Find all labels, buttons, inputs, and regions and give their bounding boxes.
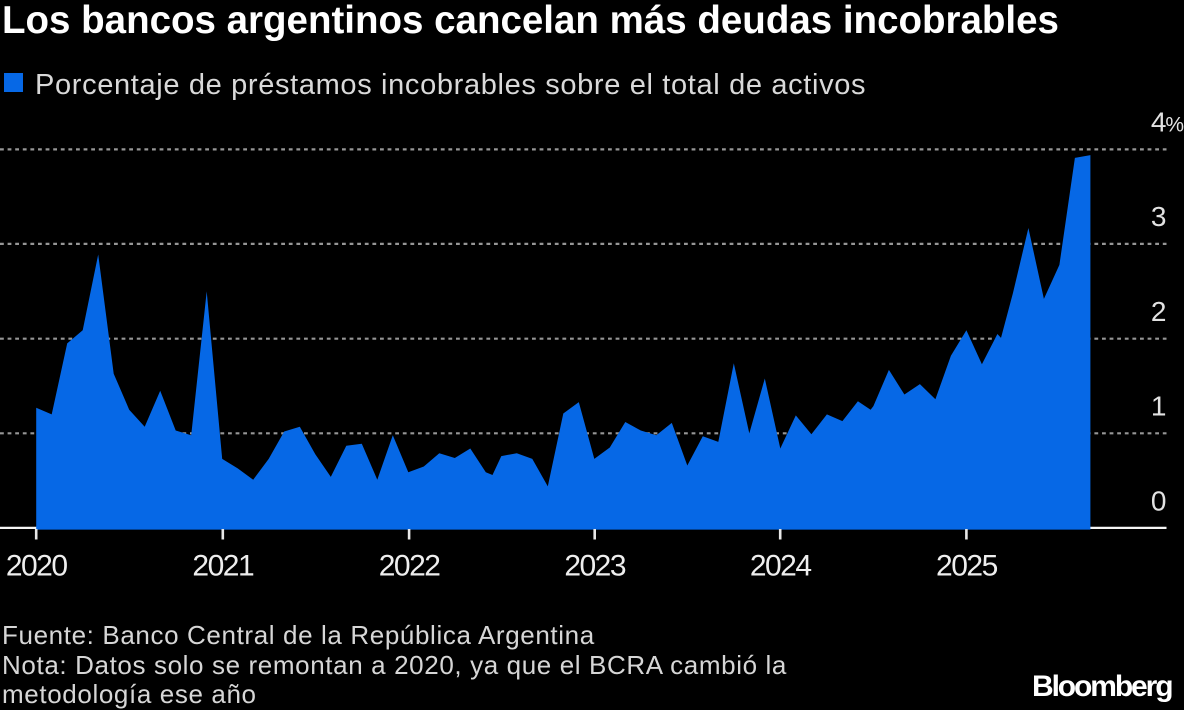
svg-text:2024: 2024 bbox=[750, 550, 812, 583]
svg-text:2025: 2025 bbox=[936, 550, 998, 583]
svg-text:2020: 2020 bbox=[6, 550, 68, 583]
svg-text:1: 1 bbox=[1151, 391, 1167, 422]
svg-text:2: 2 bbox=[1151, 296, 1167, 327]
svg-text:2023: 2023 bbox=[564, 550, 626, 583]
svg-text:0: 0 bbox=[1151, 485, 1167, 516]
svg-text:2021: 2021 bbox=[192, 550, 254, 583]
svg-text:2022: 2022 bbox=[379, 550, 441, 583]
svg-text:%: % bbox=[1165, 114, 1184, 137]
svg-text:3: 3 bbox=[1151, 201, 1167, 232]
svg-text:4: 4 bbox=[1151, 107, 1167, 138]
